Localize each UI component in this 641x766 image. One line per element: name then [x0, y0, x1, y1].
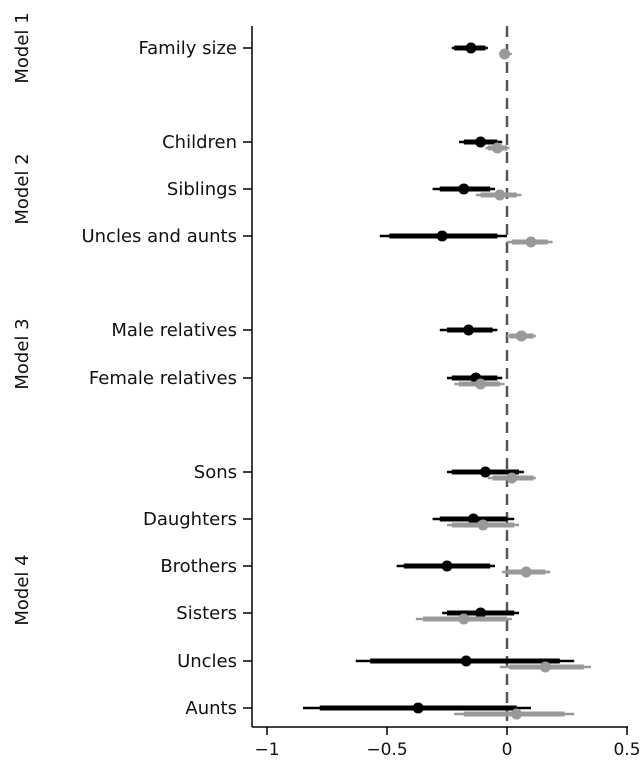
point-estimate: [539, 661, 551, 673]
point-estimate: [458, 183, 470, 195]
point-estimate: [520, 566, 532, 578]
model-label: Model 3: [12, 318, 33, 389]
point-estimate: [475, 378, 487, 390]
variable-label: Sons: [194, 462, 237, 483]
variable-label: Brothers: [160, 556, 237, 577]
model-label: Model 1: [12, 12, 33, 83]
model-label: Model 4: [12, 554, 33, 625]
model-label: Model 2: [12, 153, 33, 224]
x-tick-label: −0.5: [366, 740, 407, 760]
point-estimate: [511, 708, 523, 720]
variable-label: Male relatives: [111, 320, 237, 341]
x-tick-label: 0.5: [613, 740, 640, 760]
point-estimate: [525, 236, 537, 248]
point-estimate: [499, 48, 511, 60]
point-estimate: [460, 655, 472, 667]
point-estimate: [465, 42, 477, 54]
point-estimate: [479, 466, 491, 478]
point-estimate: [436, 230, 448, 242]
point-estimate: [467, 513, 479, 525]
point-estimate: [494, 189, 506, 201]
variable-labels: Family size Children Siblings Uncles and au…: [81, 38, 237, 719]
variable-label: Sisters: [176, 603, 237, 624]
variable-label: Uncles: [177, 651, 237, 672]
point-estimate: [458, 613, 470, 625]
point-estimate: [515, 330, 527, 342]
estimate-marks: [303, 42, 591, 720]
variable-label: Female relatives: [89, 368, 237, 389]
variable-label: Aunts: [185, 698, 237, 719]
point-estimate: [477, 519, 489, 531]
point-estimate: [441, 560, 453, 572]
point-estimate: [463, 324, 475, 336]
variable-label: Daughters: [143, 509, 237, 530]
x-tick-label: −1: [254, 740, 279, 760]
x-tick-label: 0: [502, 740, 513, 760]
variable-label: Family size: [138, 38, 237, 59]
point-estimate: [491, 142, 503, 154]
point-estimate: [506, 472, 518, 484]
point-estimate: [475, 136, 487, 148]
model-labels: Model 1 Model 2 Model 3 Model 4: [12, 12, 33, 625]
axes-layer: −1 −0.5 0 0.5: [243, 26, 641, 760]
point-estimate: [412, 702, 424, 714]
variable-label: Siblings: [167, 179, 237, 200]
variable-label: Uncles and aunts: [81, 226, 237, 247]
variable-label: Children: [162, 132, 237, 153]
point-estimate: [475, 607, 487, 619]
